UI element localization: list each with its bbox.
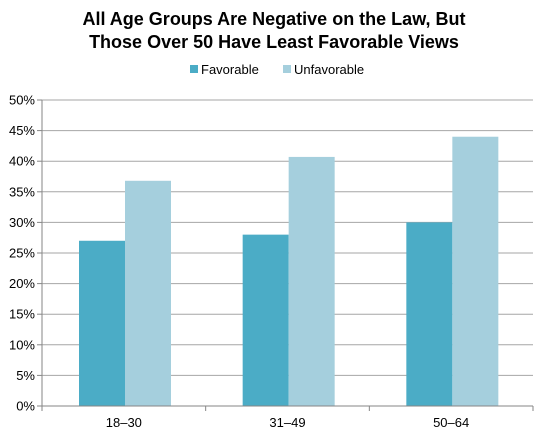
y-tick-label: 5% bbox=[16, 368, 35, 383]
bar-unfavorable-3 bbox=[452, 136, 499, 406]
y-tick-label: 50% bbox=[9, 93, 35, 108]
x-tick-label: 31–49 bbox=[269, 415, 305, 430]
y-tick-label: 30% bbox=[9, 215, 35, 230]
bar-favorable-2 bbox=[242, 234, 289, 406]
y-tick-label: 25% bbox=[9, 246, 35, 261]
legend-swatch-unfavorable bbox=[283, 65, 291, 73]
y-tick-label: 45% bbox=[9, 123, 35, 138]
legend-label-unfavorable: Unfavorable bbox=[294, 62, 364, 77]
y-tick-label: 0% bbox=[16, 399, 35, 414]
y-tick-label: 15% bbox=[9, 307, 35, 322]
y-tick-label: 40% bbox=[9, 154, 35, 169]
y-tick-label: 20% bbox=[9, 276, 35, 291]
bar-favorable-3 bbox=[406, 222, 453, 406]
x-tick-label: 18–30 bbox=[106, 415, 142, 430]
chart-title-line-2: Those Over 50 Have Least Favorable Views bbox=[89, 32, 459, 52]
chart-title: All Age Groups Are Negative on the Law, … bbox=[0, 8, 548, 54]
x-tick-label: 50–64 bbox=[433, 415, 469, 430]
chart-title-line-1: All Age Groups Are Negative on the Law, … bbox=[82, 9, 466, 29]
bar-favorable-1 bbox=[79, 240, 125, 406]
legend-label-favorable: Favorable bbox=[201, 62, 259, 77]
y-tick-label: 10% bbox=[9, 337, 35, 352]
bar-unfavorable-2 bbox=[288, 156, 335, 406]
y-tick-label: 35% bbox=[9, 184, 35, 199]
legend-swatch-favorable bbox=[190, 65, 198, 73]
bar-unfavorable-1 bbox=[125, 180, 171, 406]
